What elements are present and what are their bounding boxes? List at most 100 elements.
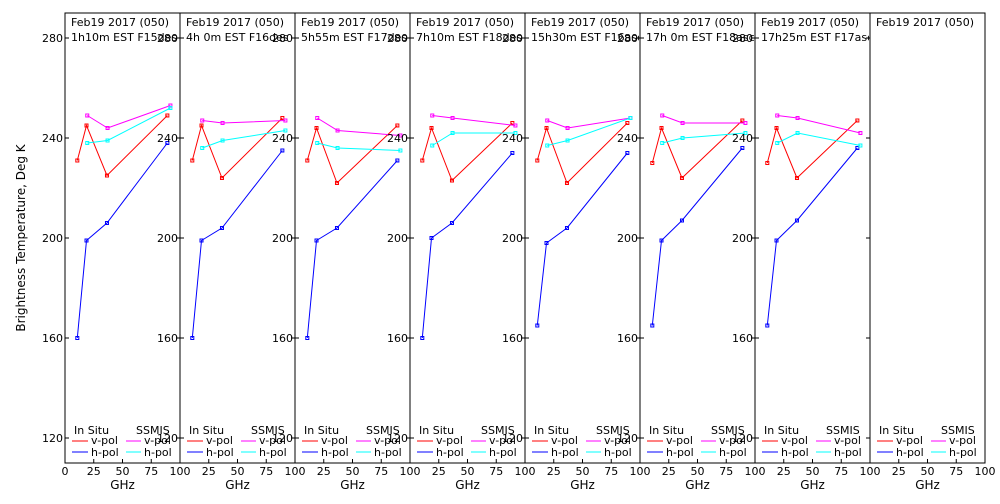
legend-insitu-header: In Situ [534, 424, 569, 437]
series-line-3 [662, 115, 746, 124]
data-point [628, 116, 633, 120]
x-tick-label: 50 [576, 465, 590, 478]
data-point [449, 221, 454, 225]
data-point [280, 116, 285, 120]
legend-ssmis-header: SSMIS [251, 424, 285, 437]
x-tick-label: 100 [285, 465, 306, 478]
x-tick-label: 25 [662, 465, 676, 478]
series-line-4 [87, 107, 171, 144]
data-point [650, 161, 655, 165]
data-point [650, 323, 655, 328]
y-tick-label: 200 [617, 232, 638, 245]
data-point [545, 118, 550, 123]
x-tick-label: 50 [231, 465, 245, 478]
legend-ssmis-vpol-label: v-pol [374, 434, 401, 447]
data-point [398, 148, 403, 153]
data-point [544, 126, 549, 130]
data-point [535, 158, 540, 163]
panel-title-line2: 15h30m EST F16asc [531, 31, 643, 44]
data-point [429, 126, 434, 130]
y-tick-label: 280 [272, 32, 293, 45]
legend-insitu-hpol-label: h-pol [91, 446, 119, 459]
x-tick-label: 50 [346, 465, 360, 478]
panel-title-line1: Feb19 2017 (050) [71, 16, 169, 29]
data-point [430, 143, 435, 148]
legend-ssmis-hpol-label: h-pol [719, 446, 747, 459]
x-tick-label: 75 [374, 465, 388, 478]
data-point [794, 218, 799, 223]
legend-insitu-hpol-label: h-pol [436, 446, 464, 459]
x-tick-label: 75 [949, 465, 963, 478]
legend-ssmis-vpol-label: v-pol [719, 434, 746, 447]
y-tick-label: 280 [732, 32, 753, 45]
x-tick-label: 100 [745, 465, 766, 478]
y-tick-label: 160 [272, 332, 293, 345]
series-line-2 [421, 152, 513, 339]
data-point [420, 158, 425, 163]
data-point [660, 141, 665, 145]
y-tick-label: 240 [502, 132, 523, 145]
panel-title-line1: Feb19 2017 (050) [876, 16, 974, 29]
y-tick-label: 120 [157, 432, 178, 445]
y-tick-label: 240 [157, 132, 178, 145]
x-tick-label: 100 [170, 465, 191, 478]
data-point [314, 126, 319, 130]
data-point [679, 176, 684, 180]
data-point [544, 241, 549, 245]
legend-insitu-header: In Situ [189, 424, 224, 437]
x-tick-label: 75 [259, 465, 273, 478]
data-point [395, 158, 400, 163]
data-point [794, 176, 799, 180]
series-line-3 [547, 117, 631, 129]
y-tick-label: 160 [157, 332, 178, 345]
data-point [200, 118, 205, 123]
data-point [104, 221, 109, 225]
data-point [858, 143, 863, 148]
legend-insitu-vpol-label: v-pol [436, 434, 463, 447]
x-tick-label: 25 [202, 465, 216, 478]
x-tick-label: 25 [317, 465, 331, 478]
panel-title-line1: Feb19 2017 (050) [186, 16, 284, 29]
x-tick-label: 25 [892, 465, 906, 478]
series-line-1 [76, 115, 168, 177]
x-tick-label: 75 [489, 465, 503, 478]
series-line-4 [317, 142, 401, 151]
series-line-3 [432, 115, 516, 126]
legend-ssmis-hpol-label: h-pol [604, 446, 632, 459]
y-tick-label: 200 [387, 232, 408, 245]
x-tick-label: 75 [719, 465, 733, 478]
x-tick-label: 75 [604, 465, 618, 478]
legend-insitu-vpol-label: v-pol [896, 434, 923, 447]
data-point [743, 121, 748, 125]
data-point [199, 123, 204, 128]
panel-title-line2: 1h10m EST F15des [71, 31, 177, 44]
y-tick-label: 200 [272, 232, 293, 245]
y-tick-label: 160 [617, 332, 638, 345]
panel-title: Feb19 2017 (050) [876, 16, 974, 29]
series-line-3 [86, 105, 171, 129]
legend-insitu-hpol-label: h-pol [781, 446, 809, 459]
y-tick-label: 120 [272, 432, 293, 445]
panel-7: Feb19 2017 (050) 17h25m EST F17asc 120 160 2… [732, 12, 881, 492]
legend-ssmis-header: SSMIS [596, 424, 630, 437]
series-line-2 [76, 142, 168, 339]
series-line-2 [536, 152, 628, 326]
x-axis-label: GHz [685, 478, 710, 492]
panel-title-line2: 4h 0m EST F16des [186, 31, 289, 44]
data-point [513, 131, 518, 135]
legend-insitu-hpol-label: h-pol [206, 446, 234, 459]
y-tick-label: 280 [617, 32, 638, 45]
x-axis-label: GHz [340, 478, 365, 492]
x-axis-label: GHz [225, 478, 250, 492]
data-point [219, 176, 224, 180]
panels-group: Feb19 2017 (050) 1h10m EST F15des 120 160 20… [42, 12, 996, 492]
legend-insitu-vpol-label: v-pol [666, 434, 693, 447]
legend-ssmis-vpol-label: v-pol [949, 434, 976, 447]
x-tick-label: 25 [87, 465, 101, 478]
data-point [315, 141, 320, 145]
x-tick-label: 100 [400, 465, 421, 478]
data-point [795, 131, 800, 135]
data-point [858, 131, 863, 135]
panel-5: Feb19 2017 (050) 15h30m EST F16asc 120 160 2… [502, 12, 651, 492]
panel-title: Feb19 2017 (050) 15h30m EST F16asc [531, 16, 643, 44]
